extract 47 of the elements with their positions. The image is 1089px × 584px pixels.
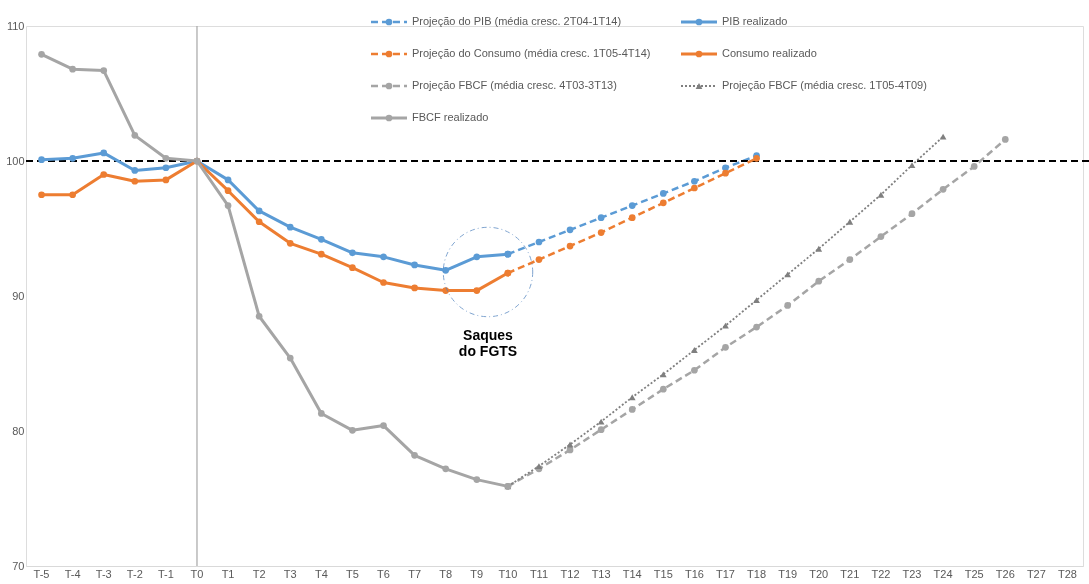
legend-label: Projeção do PIB (média cresc. 2T04-1T14) <box>412 15 622 27</box>
x-tick-label: T7 <box>408 567 422 580</box>
x-tick-label: T3 <box>283 567 297 580</box>
legend-label: Projeção do Consumo (média cresc. 1T05-4T14) <box>412 47 651 59</box>
y-tick-label: 70 <box>12 559 25 572</box>
x-tick-label: T21 <box>840 567 860 580</box>
x-tick-label: T5 <box>346 567 359 580</box>
x-tick-label: T2 <box>252 567 266 580</box>
x-tick-label: T17 <box>716 567 735 580</box>
x-tick-label: T13 <box>591 567 611 580</box>
legend-label: Consumo realizado <box>722 47 817 59</box>
x-tick-label: T27 <box>1026 567 1046 580</box>
x-tick-label: T10 <box>498 567 518 580</box>
x-tick-label: T26 <box>995 567 1015 580</box>
x-tick-label: T9 <box>470 567 484 580</box>
x-tick-label: T4 <box>314 567 328 580</box>
x-tick-label: T20 <box>809 567 829 580</box>
y-tick-label: 110 <box>6 19 25 32</box>
y-tick-label: 100 <box>6 154 25 167</box>
x-tick-label: T12 <box>560 567 580 580</box>
legend-label: Projeção FBCF (média cresc. 4T03-3T13) <box>412 79 617 91</box>
x-tick-label: T8 <box>439 567 453 580</box>
x-tick-label: T-5 <box>33 567 50 580</box>
x-tick-label: T18 <box>747 567 767 580</box>
x-tick-label: T1 <box>221 567 235 580</box>
x-tick-label: T-2 <box>126 567 143 580</box>
annotation: Saques do FGTS <box>458 327 518 359</box>
x-tick-label: T14 <box>622 567 642 580</box>
x-tick-label: T16 <box>684 567 704 580</box>
x-tick-label: T25 <box>964 567 984 580</box>
x-tick-label: T-1 <box>157 567 174 580</box>
legend-label: Projeção FBCF (média cresc. 1T05-4T09) <box>722 79 927 91</box>
x-tick-label: T23 <box>902 567 922 580</box>
legend-label: PIB realizado <box>722 15 788 27</box>
x-tick-label: T15 <box>653 567 673 580</box>
x-tick-label: T-4 <box>64 567 81 580</box>
x-tick-label: T11 <box>529 567 549 580</box>
x-tick-label: T0 <box>190 567 204 580</box>
x-tick-label: T6 <box>377 567 390 580</box>
x-tick-label: T28 <box>1057 567 1077 580</box>
legend-label: FBCF realizado <box>412 111 489 123</box>
x-tick-label: T24 <box>933 567 953 580</box>
y-tick-label: 90 <box>12 289 25 302</box>
x-tick-label: T19 <box>778 567 798 580</box>
x-tick-label: T-3 <box>95 567 112 580</box>
y-tick-label: 80 <box>12 424 25 437</box>
x-tick-label: T22 <box>871 567 891 580</box>
